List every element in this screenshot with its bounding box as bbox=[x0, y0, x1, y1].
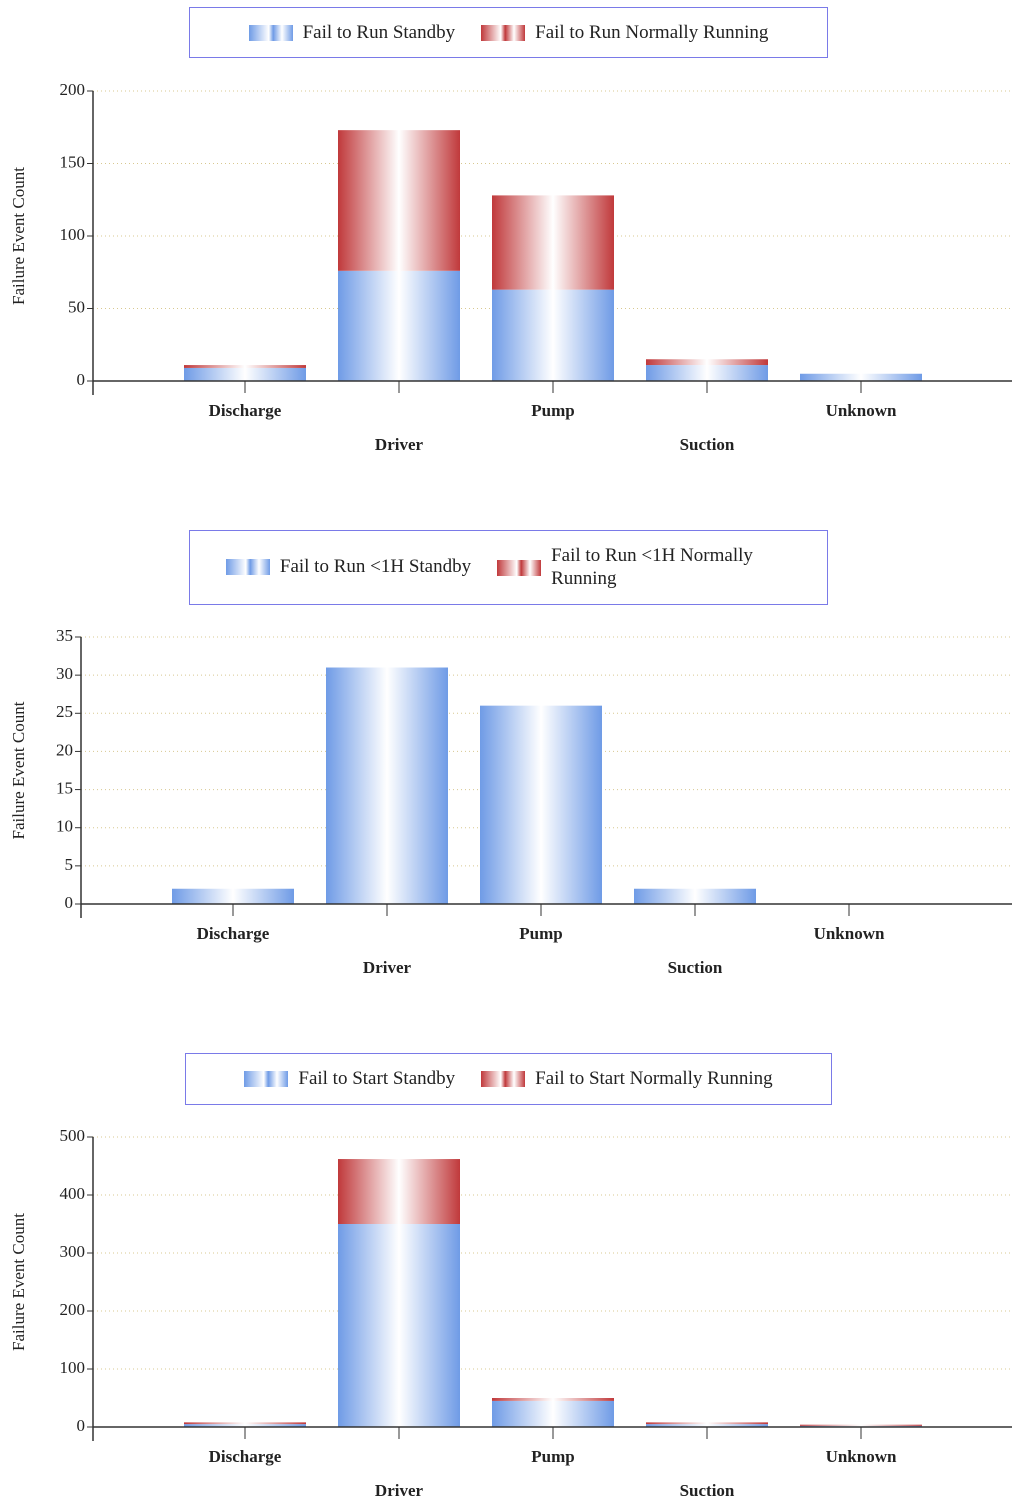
legend-item: Fail to Run Normally Running bbox=[481, 22, 768, 44]
bar-segment bbox=[338, 1224, 460, 1427]
legend-swatch bbox=[481, 1071, 526, 1087]
y-tick-label: 35 bbox=[56, 626, 73, 645]
bar-segment bbox=[800, 1424, 922, 1426]
x-tick-label: Unknown bbox=[826, 401, 897, 420]
legend-item: Fail to Start Standby bbox=[244, 1068, 455, 1090]
x-tick-label: Discharge bbox=[209, 1447, 282, 1466]
y-tick-label: 50 bbox=[68, 297, 85, 316]
y-tick-label: 5 bbox=[65, 855, 74, 874]
y-tick-label: 10 bbox=[56, 817, 73, 836]
x-tick-label: Pump bbox=[531, 401, 574, 420]
x-tick-label: Pump bbox=[531, 1447, 574, 1466]
legend-swatch bbox=[248, 24, 293, 41]
legend: Fail to Start Standby Fail to Start Norma… bbox=[185, 1053, 832, 1105]
bar-segment bbox=[338, 130, 460, 271]
y-tick-label: 0 bbox=[77, 370, 86, 389]
bar-segment bbox=[492, 1398, 614, 1401]
legend-label: Fail to Run Standby bbox=[302, 21, 456, 43]
x-tick-label: Driver bbox=[375, 1481, 424, 1500]
y-tick-label: 100 bbox=[60, 1358, 86, 1377]
bar-segment bbox=[338, 270, 460, 381]
y-tick-label: 0 bbox=[65, 893, 74, 912]
y-axis-label: Failure Event Count bbox=[9, 1213, 28, 1351]
legend-item: Fail to Run Standby bbox=[248, 21, 456, 44]
y-tick-label: 200 bbox=[60, 80, 86, 99]
y-tick-label: 20 bbox=[56, 740, 73, 759]
legend-item: Fail to Start Normally Running bbox=[481, 1068, 773, 1090]
bar-segment bbox=[184, 367, 306, 381]
bar-segment bbox=[480, 705, 602, 904]
legend-label: Fail to Start Standby bbox=[298, 1068, 456, 1089]
legend-item: Fail to Run <1H Normally Running bbox=[497, 545, 791, 591]
x-tick-label: Suction bbox=[680, 1481, 735, 1500]
bar-segment bbox=[634, 888, 756, 904]
x-tick-label: Driver bbox=[363, 958, 412, 977]
bar-segment bbox=[646, 1422, 768, 1425]
legend-item: Fail to Run <1H Standby bbox=[225, 556, 472, 579]
bar-segment bbox=[338, 1159, 460, 1224]
bar-segment bbox=[492, 195, 614, 290]
y-tick-label: 500 bbox=[60, 1126, 86, 1145]
bar-segment bbox=[172, 888, 294, 904]
bar-segment bbox=[646, 359, 768, 366]
bar-segment bbox=[800, 373, 922, 381]
legend-label: Fail to Run <1H Normally Running bbox=[551, 544, 753, 589]
y-axis-label: Failure Event Count bbox=[9, 167, 28, 305]
bar-segment bbox=[646, 365, 768, 381]
legend-swatch bbox=[225, 559, 270, 576]
y-tick-label: 25 bbox=[56, 702, 73, 721]
bar-segment bbox=[326, 667, 448, 904]
bar-segment bbox=[184, 365, 306, 368]
x-tick-label: Suction bbox=[668, 958, 723, 977]
y-tick-label: 30 bbox=[56, 664, 73, 683]
y-tick-label: 150 bbox=[60, 152, 86, 171]
y-axis-label: Failure Event Count bbox=[9, 701, 28, 839]
legend-swatch bbox=[481, 24, 526, 41]
legend-swatch bbox=[497, 559, 542, 576]
y-tick-label: 100 bbox=[60, 225, 86, 244]
bar-segment bbox=[184, 1424, 306, 1427]
x-tick-label: Discharge bbox=[197, 924, 270, 943]
bar-segment bbox=[492, 1400, 614, 1427]
y-tick-label: 0 bbox=[77, 1416, 86, 1435]
legend-label: Fail to Run Normally Running bbox=[535, 21, 769, 43]
x-tick-label: Unknown bbox=[826, 1447, 897, 1466]
bar-segment bbox=[184, 1422, 306, 1425]
y-tick-label: 400 bbox=[60, 1184, 86, 1203]
y-tick-label: 200 bbox=[60, 1300, 86, 1319]
legend-label: Fail to Run <1H Standby bbox=[279, 556, 472, 578]
legend: Fail to Run Standby Fail to Run Normally … bbox=[189, 7, 828, 58]
x-tick-label: Suction bbox=[680, 435, 735, 454]
y-tick-label: 15 bbox=[56, 778, 73, 797]
bar-segment bbox=[492, 289, 614, 381]
legend: Fail to Run <1H Standby Fail to Run <1H N… bbox=[189, 530, 828, 605]
legend-label: Fail to Start Normally Running bbox=[535, 1068, 773, 1089]
legend-swatch bbox=[244, 1071, 289, 1087]
x-tick-label: Driver bbox=[375, 435, 424, 454]
x-tick-label: Unknown bbox=[814, 924, 885, 943]
y-tick-label: 300 bbox=[60, 1242, 86, 1261]
bar-segment bbox=[646, 1424, 768, 1427]
x-tick-label: Pump bbox=[519, 924, 562, 943]
x-tick-label: Discharge bbox=[209, 401, 282, 420]
